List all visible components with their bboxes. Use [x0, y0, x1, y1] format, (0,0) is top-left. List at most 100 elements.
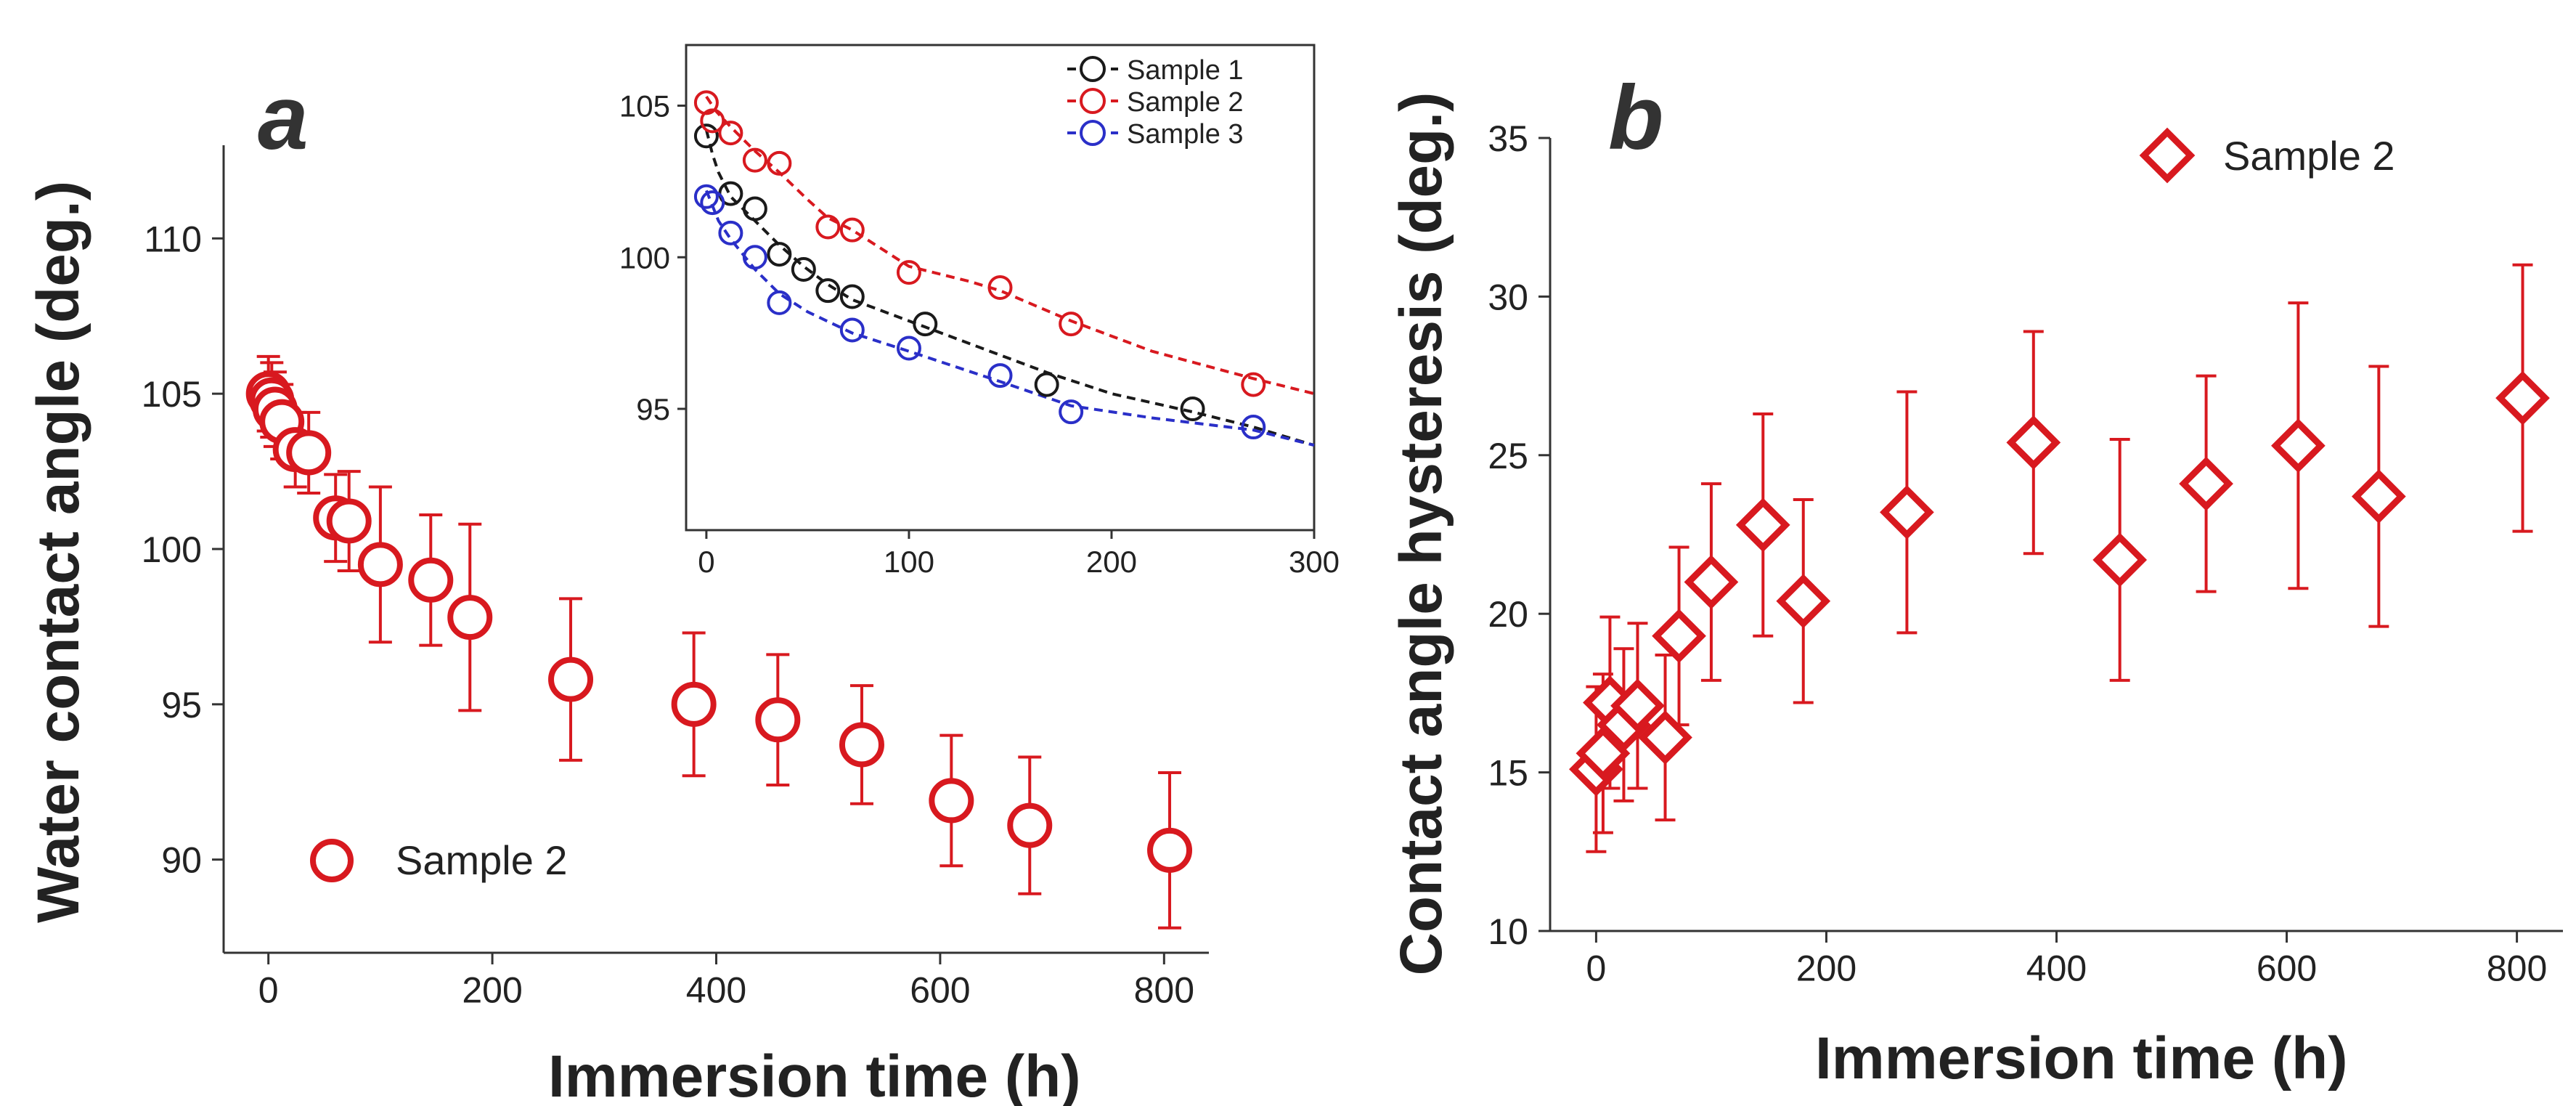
panel-a-point: [755, 697, 801, 743]
panel-b-y-tick-label: 25: [1488, 436, 1528, 476]
panel-a-point: [1147, 827, 1193, 873]
inset-point-s1: [791, 256, 816, 282]
panel-b-x-tick-label: 400: [2026, 948, 2087, 989]
inset-y-tick-label: 95: [636, 392, 670, 426]
inset-point-s3: [896, 336, 921, 361]
panel-a-point: [929, 778, 974, 824]
inset-x-tick-label: 0: [698, 545, 714, 579]
inset-point-s2: [815, 214, 841, 240]
inset-point-s3: [839, 317, 865, 343]
inset-point-s2: [742, 147, 767, 173]
inset-marks: [693, 90, 1315, 447]
inset-point-s3: [718, 220, 743, 245]
inset-frame: [685, 44, 1316, 532]
inset-point-s3: [1241, 415, 1266, 440]
panel-a-point: [671, 681, 717, 727]
inset-ticks: 0 100 200 300 95 100 105: [619, 89, 1340, 580]
inset-point-s1: [1034, 372, 1059, 397]
panel-a: a 0 200 400 600 800 90 95 100 105 110 Immersion t…: [25, 44, 1340, 1106]
inset-point-s2: [1241, 372, 1266, 397]
panel-b-point: [1610, 678, 1665, 733]
panel-a-legend-marker: [310, 839, 354, 882]
inset-point-s3: [987, 363, 1013, 389]
panel-a-point: [548, 656, 594, 702]
panel-b-point: [1776, 574, 1831, 629]
panel-b-y-tick-label: 20: [1488, 594, 1528, 635]
inset-point-s1: [742, 196, 767, 221]
panel-b-legend-marker: [2139, 127, 2196, 184]
panel-b-point: [1684, 555, 1739, 609]
panel-a-point: [286, 430, 332, 476]
panel-b-point: [1880, 485, 1934, 540]
panel-b-point: [2092, 532, 2148, 587]
panel-b-y-tick-label: 30: [1488, 277, 1528, 317]
panel-a-point: [447, 595, 493, 641]
panel-b-x-axis-title: Immersion time (h): [1815, 1025, 2348, 1091]
panel-a-x-tick-label: 400: [686, 970, 746, 1011]
panel-a-x-tick-label: 800: [1134, 970, 1194, 1011]
panel-a-y-tick-label: 105: [142, 374, 202, 415]
panel-a-inset: 0 100 200 300 95 100 105 Sample 1 Sample 2 Sam…: [619, 44, 1340, 580]
panel-a-x-tick-label: 0: [258, 970, 279, 1011]
inset-legend-marker-2: [1080, 88, 1106, 114]
panel-a-point: [357, 542, 403, 587]
panel-b-point: [1652, 609, 1706, 664]
panel-b-legend: Sample 2: [2139, 127, 2395, 184]
inset-point-s3: [767, 290, 792, 315]
inset-point-s3: [693, 184, 719, 209]
inset-y-tick-label: 105: [619, 89, 670, 123]
inset-point-s1: [913, 312, 938, 337]
inset-point-s1: [767, 242, 792, 267]
panel-b-y-tick-label: 35: [1488, 118, 1528, 159]
panel-a-marks: [245, 354, 1193, 930]
inset-x-tick-label: 300: [1289, 545, 1340, 579]
inset-point-s2: [1059, 312, 1084, 337]
panel-b-marks: [1569, 263, 2550, 853]
panel-b-x-tick-label: 800: [2487, 948, 2547, 989]
panel-a-x-tick-label: 600: [910, 970, 970, 1011]
inset-point-s2: [839, 217, 865, 243]
panel-b-label: b: [1608, 68, 1663, 168]
panel-b-legend-label: Sample 2: [2223, 133, 2395, 179]
panel-b-point: [2495, 370, 2550, 426]
inset-point-s3: [1059, 399, 1084, 425]
panel-b-x-tick-label: 0: [1586, 948, 1607, 989]
inset-point-s2: [896, 260, 921, 285]
inset-point-s1: [815, 278, 841, 304]
panel-a-point: [326, 498, 372, 544]
inset-point-s2: [767, 150, 792, 176]
panel-a-y-tick-label: 110: [144, 219, 202, 259]
inset-series-line-3: [705, 190, 1315, 447]
panel-b-axes: [1549, 138, 2563, 932]
panel-a-point: [408, 557, 454, 603]
inset-legend-marker-1: [1080, 56, 1106, 82]
inset-legend-label-3: Sample 3: [1127, 119, 1244, 150]
panel-a-legend: Sample 2: [310, 837, 568, 883]
panel-a-x-axis-title: Immersion time (h): [548, 1044, 1081, 1106]
inset-series-line-2: [705, 95, 1315, 396]
panel-a-point: [839, 722, 884, 768]
panel-b-point: [2271, 418, 2326, 473]
panel-b-point: [1735, 497, 1790, 553]
inset-x-tick-label: 100: [884, 545, 934, 579]
inset-y-tick-label: 100: [619, 240, 670, 275]
inset-point-s2: [718, 121, 743, 146]
inset-point-s1: [839, 284, 865, 309]
inset-legend-marker-3: [1080, 120, 1106, 146]
inset-legend-label-2: Sample 2: [1127, 87, 1244, 118]
panel-b-ticks: 0 200 400 600 800 10 15 20 25 30 35: [1488, 118, 2547, 989]
panel-b-y-axis-title: Contact angle hysteresis (deg.): [1388, 92, 1454, 976]
inset-point-s1: [693, 123, 719, 149]
panel-b-y-tick-label: 15: [1488, 753, 1528, 794]
inset-point-s3: [742, 245, 767, 270]
panel-b-y-tick-label: 10: [1488, 911, 1528, 952]
panel-b-point: [1638, 710, 1692, 765]
panel-b-point: [2006, 415, 2061, 470]
panel-a-legend-label: Sample 2: [396, 837, 568, 883]
inset-legend-label-1: Sample 1: [1127, 55, 1244, 86]
panel-b-x-tick-label: 600: [2257, 948, 2317, 989]
panel-b: b 0 200 400 600 800 10 15 20 25 30 35 Immersion ti…: [1388, 68, 2563, 1091]
panel-a-y-tick-label: 100: [142, 529, 202, 570]
panel-b-point: [2351, 469, 2406, 524]
